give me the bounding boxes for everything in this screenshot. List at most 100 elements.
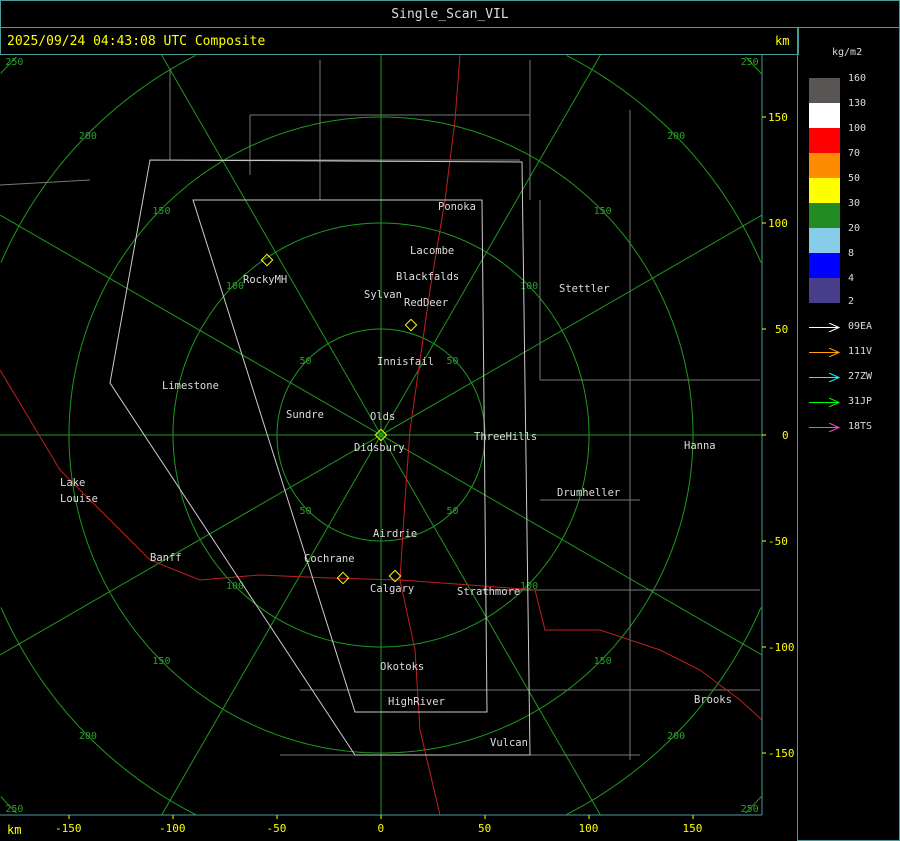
track-arrow-icon <box>809 423 841 432</box>
x-tick-label: 100 <box>579 822 599 835</box>
place-label: Ponoka <box>438 201 476 213</box>
legend-label: 50 <box>848 173 861 184</box>
legend-label: 30 <box>848 198 861 209</box>
legend-unit: kg/m2 <box>832 47 863 58</box>
axis-unit-bottom: km <box>7 823 21 837</box>
range-ring <box>276 328 486 542</box>
radial-line <box>161 54 601 816</box>
ring-label: 250 <box>5 57 23 68</box>
legend-swatch <box>809 228 840 253</box>
x-tick-label: 150 <box>683 822 703 835</box>
radar-site-icon <box>374 428 388 442</box>
ring-label: 50 <box>447 356 459 367</box>
axis-unit-top: km <box>775 34 790 48</box>
place-label: Brooks <box>694 694 732 706</box>
range-ring <box>0 55 762 815</box>
legend-swatch <box>809 128 840 153</box>
ring-label: 100 <box>226 281 244 292</box>
y-tick-label: 150 <box>768 111 788 124</box>
radar-site-icon <box>388 569 402 583</box>
radar-site-icon <box>404 318 418 332</box>
ring-label: 200 <box>79 131 97 142</box>
track-arrow-icon <box>809 373 841 382</box>
ring-label: 100 <box>520 281 538 292</box>
legend-label: 100 <box>848 123 867 134</box>
legend-label: 70 <box>848 148 861 159</box>
range-ring <box>68 116 694 754</box>
ring-label: 150 <box>594 656 612 667</box>
ring-label: 200 <box>667 731 685 742</box>
place-label: Hanna <box>684 440 716 452</box>
timestamp: 2025/09/24 04:43:08 UTC Composite <box>7 34 266 49</box>
x-tick-label: -150 <box>55 822 82 835</box>
place-label: Didsbury <box>354 442 405 454</box>
radar-site-icon <box>336 571 350 585</box>
window-title: Single_Scan_VIL <box>0 0 900 28</box>
place-label: Sylvan <box>364 289 402 301</box>
legend-label: 130 <box>848 98 867 109</box>
place-label: Louise <box>60 493 98 505</box>
track-arrow-icon <box>809 398 841 407</box>
legend-label: 20 <box>848 223 861 234</box>
legend-label: 160 <box>848 73 867 84</box>
legend-swatch <box>809 153 840 178</box>
place-label: Olds <box>370 411 395 423</box>
header-bar <box>0 27 799 55</box>
track-id: 31JP <box>848 396 873 407</box>
legend-swatch <box>809 278 840 303</box>
ring-label: 100 <box>226 581 244 592</box>
ring-label: 250 <box>741 804 759 815</box>
range-ring <box>0 56 762 814</box>
county-boundary <box>0 179 91 186</box>
track-id: 27ZW <box>848 371 873 382</box>
place-label: RedDeer <box>404 297 448 309</box>
place-label: Innisfail <box>377 356 434 368</box>
radar-site-icon <box>260 253 274 267</box>
ring-label: 250 <box>5 804 23 815</box>
place-label: Banff <box>150 552 182 564</box>
ring-label: 150 <box>152 656 170 667</box>
ring-label: 50 <box>447 506 459 517</box>
place-label: Calgary <box>370 583 414 595</box>
ring-label: 150 <box>594 206 612 217</box>
legend-swatch <box>809 78 840 103</box>
place-label: Strathmore <box>457 586 520 598</box>
ring-label: 50 <box>299 356 311 367</box>
radial-line <box>0 214 763 656</box>
ring-label: 100 <box>520 581 538 592</box>
ring-label: 200 <box>667 131 685 142</box>
place-label: HighRiver <box>388 696 445 708</box>
radar-domain-outline <box>192 199 488 713</box>
y-tick-label: -100 <box>768 641 795 654</box>
legend-swatch <box>809 253 840 278</box>
track-arrow-icon <box>809 323 841 332</box>
place-label: RockyMH <box>243 274 287 286</box>
place-label: Lake <box>60 477 85 489</box>
x-tick-label: -100 <box>159 822 186 835</box>
highway <box>0 369 763 721</box>
y-tick-label: 100 <box>768 217 788 230</box>
place-label: Limestone <box>162 380 219 392</box>
radial-line <box>0 214 763 656</box>
legend-swatch <box>809 103 840 128</box>
y-tick-label: -150 <box>768 747 795 760</box>
legend-swatch <box>809 203 840 228</box>
place-label: Vulcan <box>490 737 528 749</box>
place-label: Blackfalds <box>396 271 459 283</box>
x-tick-label: 50 <box>478 822 491 835</box>
radial-line <box>161 54 601 816</box>
y-tick-label: 0 <box>782 429 789 442</box>
place-label: Sundre <box>286 409 324 421</box>
place-label: Cochrane <box>304 553 355 565</box>
legend-label: 8 <box>848 248 855 259</box>
legend-swatch <box>809 178 840 203</box>
ring-label: 50 <box>299 506 311 517</box>
place-label: Drumheller <box>557 487 620 499</box>
track-arrow-icon <box>809 348 841 357</box>
highway <box>399 54 461 816</box>
range-ring <box>172 222 590 648</box>
legend-label: 4 <box>848 273 855 284</box>
track-id: 18TS <box>848 421 873 432</box>
